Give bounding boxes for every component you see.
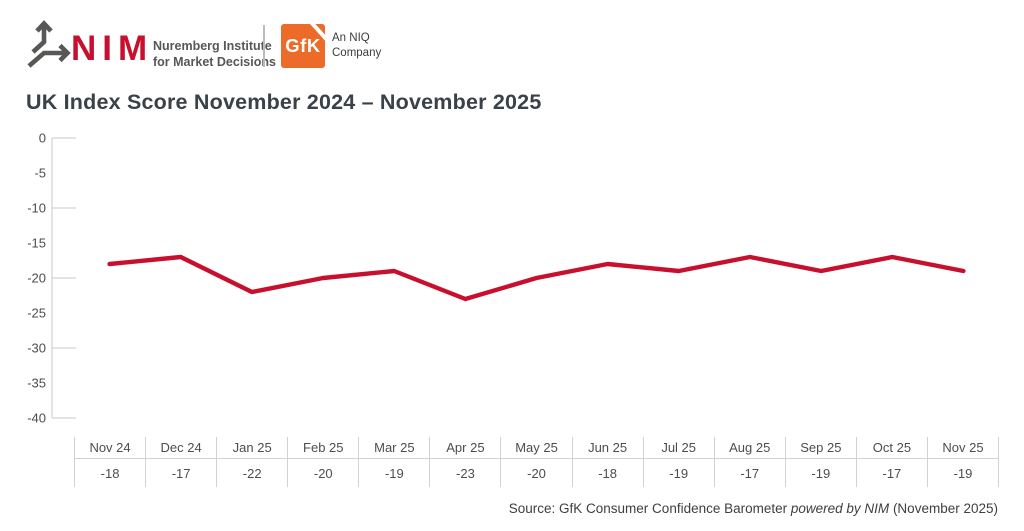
table-column: Mar 25 -19	[358, 437, 430, 487]
table-month-label: Aug 25	[714, 437, 785, 459]
logo-divider	[263, 25, 265, 67]
table-value: -17	[740, 465, 760, 481]
niq-company-label: An NIQ Company	[332, 31, 381, 60]
table-month-label: May 25	[501, 437, 572, 459]
table-month-label: Nov 24	[75, 437, 146, 459]
y-axis-label: -35	[27, 376, 46, 391]
y-axis-label: -5	[34, 166, 46, 181]
y-axis-label: -25	[27, 306, 46, 321]
table-value: -19	[953, 465, 973, 481]
table-value: -19	[669, 465, 689, 481]
table-column: Nov 24 -18	[74, 437, 146, 487]
gfk-logo-text: GfK	[285, 35, 321, 56]
nim-arrow-icon	[27, 20, 71, 68]
arrow-up-head	[35, 20, 53, 33]
table-month-label: Jun 25	[572, 437, 643, 459]
arrow-right-shaft	[27, 50, 67, 68]
arrow-up-shaft	[31, 26, 47, 54]
y-axis-label: 0	[39, 131, 46, 146]
page-title: UK Index Score November 2024 – November …	[26, 90, 542, 114]
y-axis-label: -40	[27, 411, 46, 426]
table-column: May 25 -20	[500, 437, 572, 487]
table-value: -17	[882, 465, 902, 481]
table-column: Feb 25 -20	[287, 437, 359, 487]
table-month-label: Jul 25	[643, 437, 714, 459]
niq-line1: An NIQ	[332, 32, 370, 44]
table-column: Nov 25 -19	[926, 437, 1000, 487]
y-axis-label: -20	[27, 271, 46, 286]
table-column: Jun 25 -18	[571, 437, 643, 487]
source-suffix: (November 2025)	[889, 501, 998, 516]
nim-tagline: Nuremberg Institute for Market Decisions	[153, 39, 276, 70]
table-column: Jul 25 -19	[642, 437, 714, 487]
table-month-label: Jan 25	[217, 437, 288, 459]
gfk-logo: GfK	[281, 24, 325, 68]
nim-tagline-line1: Nuremberg Institute	[153, 39, 272, 53]
y-axis-label: -10	[27, 201, 46, 216]
table-month-label: Mar 25	[359, 437, 430, 459]
table-month-label: Sep 25	[785, 437, 856, 459]
y-axis-label: -30	[27, 341, 46, 356]
table-value: -17	[171, 465, 191, 481]
nim-logo-text: NIM	[71, 29, 154, 68]
table-column: Jan 25 -22	[216, 437, 288, 487]
table-column: Apr 25 -23	[429, 437, 501, 487]
table-month-label: Feb 25	[288, 437, 359, 459]
source-note: Source: GfK Consumer Confidence Baromete…	[509, 501, 998, 516]
table-value: -18	[100, 465, 120, 481]
table-value: -18	[598, 465, 617, 481]
table-month-label: Apr 25	[430, 437, 501, 459]
niq-line2: Company	[332, 46, 382, 59]
table-value: -19	[384, 465, 404, 481]
table-value: -23	[456, 465, 475, 481]
chart-data-table: Nov 24 -18 Dec 24 -17 Jan 25 -22 Feb 25 -20 Mar …	[74, 437, 1000, 487]
table-column: Sep 25 -19	[784, 437, 856, 487]
table-month-label: Oct 25	[856, 437, 927, 459]
table-value: -19	[811, 465, 831, 481]
table-value: -20	[527, 465, 546, 481]
table-column: Aug 25 -17	[713, 437, 785, 487]
table-month-label: Nov 25	[927, 437, 999, 459]
table-column: Dec 24 -17	[145, 437, 217, 487]
arrow-right-head	[58, 43, 71, 63]
table-value: -20	[313, 465, 333, 481]
table-month-label: Dec 24	[146, 437, 217, 459]
table-value: -22	[242, 465, 262, 481]
source-prefix: Source: GfK Consumer Confidence Baromete…	[508, 501, 791, 516]
y-axis-label: -15	[27, 236, 46, 251]
table-column: Oct 25 -17	[855, 437, 927, 487]
source-powered-by: powered by NIM	[790, 501, 890, 516]
header: NIM Nuremberg Institute for Market Decis…	[0, 0, 1024, 85]
nim-tagline-line2: for Market Decisions	[153, 54, 276, 69]
index-score-line	[107, 254, 966, 302]
